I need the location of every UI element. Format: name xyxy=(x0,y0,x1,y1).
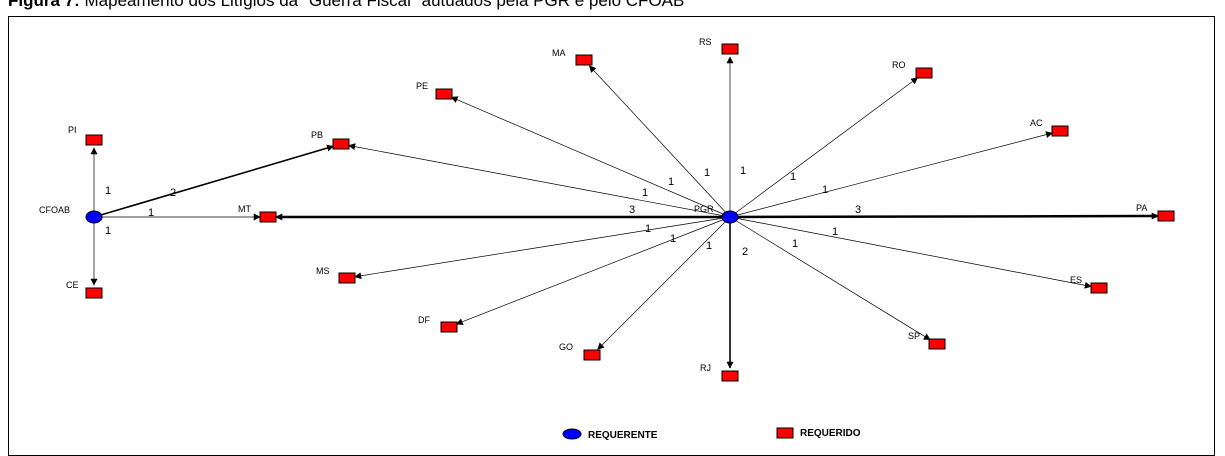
node-label-cfoab: CFOAB xyxy=(39,205,70,215)
node-ma xyxy=(575,54,593,66)
figure-caption: Figura 7: Mapeamento dos Litígios da "Gu… xyxy=(8,0,684,11)
edge-pgr-ma xyxy=(588,65,731,218)
node-label-pb: PB xyxy=(311,130,323,140)
node-label-rs: RS xyxy=(699,37,712,47)
edge-label-pgr-ms: 1 xyxy=(645,223,651,235)
node-label-go: GO xyxy=(559,342,573,352)
node-ce xyxy=(85,287,103,299)
node-pi xyxy=(85,134,103,146)
node-label-ce: CE xyxy=(66,280,79,290)
node-label-ro: RO xyxy=(892,60,906,70)
figure-caption-text: Mapeamento dos Litígios da "Guerra Fisca… xyxy=(79,0,685,10)
node-label-es: ES xyxy=(1070,275,1082,285)
node-df xyxy=(440,321,458,333)
edge-pgr-ac xyxy=(729,131,1053,218)
edge-pgr-es xyxy=(729,216,1092,289)
node-sp xyxy=(928,338,946,350)
node-ro xyxy=(915,67,933,79)
node-label-ma: MA xyxy=(552,48,566,58)
edge-pgr-go xyxy=(597,216,731,350)
edge-pgr-pb xyxy=(348,143,731,218)
edge-label-pgr-sp: 1 xyxy=(792,238,798,250)
node-label-rj: RJ xyxy=(700,363,711,373)
edge-pgr-pe xyxy=(450,96,731,218)
node-es xyxy=(1090,282,1108,294)
legend-requerido-label: REQUERIDO xyxy=(800,428,861,439)
legend-requerente-marker xyxy=(562,428,582,440)
node-rj xyxy=(721,370,739,382)
node-pa xyxy=(1157,210,1175,222)
node-label-df: DF xyxy=(418,315,430,325)
edge-label-pgr-df: 1 xyxy=(670,233,676,245)
node-label-sp: SP xyxy=(908,331,920,341)
legend-requerente-label: REQUERENTE xyxy=(588,430,658,441)
edge-label-cfoab-pb: 2 xyxy=(170,187,176,199)
edge-label-pgr-ma: 1 xyxy=(704,167,710,179)
node-label-pa: PA xyxy=(1136,203,1147,213)
edge-label-cfoab-pi: 1 xyxy=(105,185,111,197)
node-pb xyxy=(332,138,350,150)
node-rs xyxy=(721,43,739,55)
edge-pgr-sp xyxy=(729,216,931,341)
legend: REQUERENTE REQUERIDO xyxy=(562,427,861,441)
node-label-ms: MS xyxy=(316,266,330,276)
node-ac xyxy=(1051,125,1069,137)
nodes-layer: CFOAB PGR PI CE MT PB PE MA RS RO AC PA ES SP RJ GO DF MS xyxy=(39,37,1175,382)
edge-label-pgr-rs: 1 xyxy=(740,165,746,177)
node-ms xyxy=(338,272,356,284)
node-label-pgr: PGR xyxy=(694,204,714,214)
edge-label-pgr-go: 1 xyxy=(706,240,712,252)
edge-pgr-pa xyxy=(729,212,1159,220)
figure-caption-prefix: Figura 7: xyxy=(8,0,80,10)
node-pe xyxy=(435,88,453,100)
edge-label-pgr-es: 1 xyxy=(832,226,838,238)
edge-label-cfoab-ce: 1 xyxy=(105,225,111,237)
legend-requerido-marker xyxy=(776,427,794,439)
edge-label-pgr-pe: 1 xyxy=(668,176,674,188)
node-pgr xyxy=(721,210,739,224)
node-label-pe: PE xyxy=(416,81,428,91)
edge-label-pgr-pb: 1 xyxy=(642,187,648,199)
node-mt xyxy=(259,211,277,223)
node-label-mt: MT xyxy=(238,204,251,214)
edge-pgr-ro xyxy=(729,77,919,218)
node-cfoab xyxy=(85,210,103,224)
edge-pgr-ms xyxy=(354,216,731,280)
edge-cfoab-pb xyxy=(93,144,334,218)
edge-label-pgr-ac: 1 xyxy=(822,184,828,196)
edge-label-pgr-ro: 1 xyxy=(790,171,796,183)
node-go xyxy=(583,349,601,361)
edge-label-pgr-mt: 3 xyxy=(629,204,635,216)
edge-label-pgr-rj: 2 xyxy=(742,246,748,258)
edge-pgr-df xyxy=(455,216,731,326)
node-label-pi: PI xyxy=(68,125,77,135)
edge-label-cfoab-mt: 1 xyxy=(148,207,154,219)
edge-label-pgr-pa: 3 xyxy=(855,204,861,216)
node-label-ac: AC xyxy=(1030,118,1043,128)
